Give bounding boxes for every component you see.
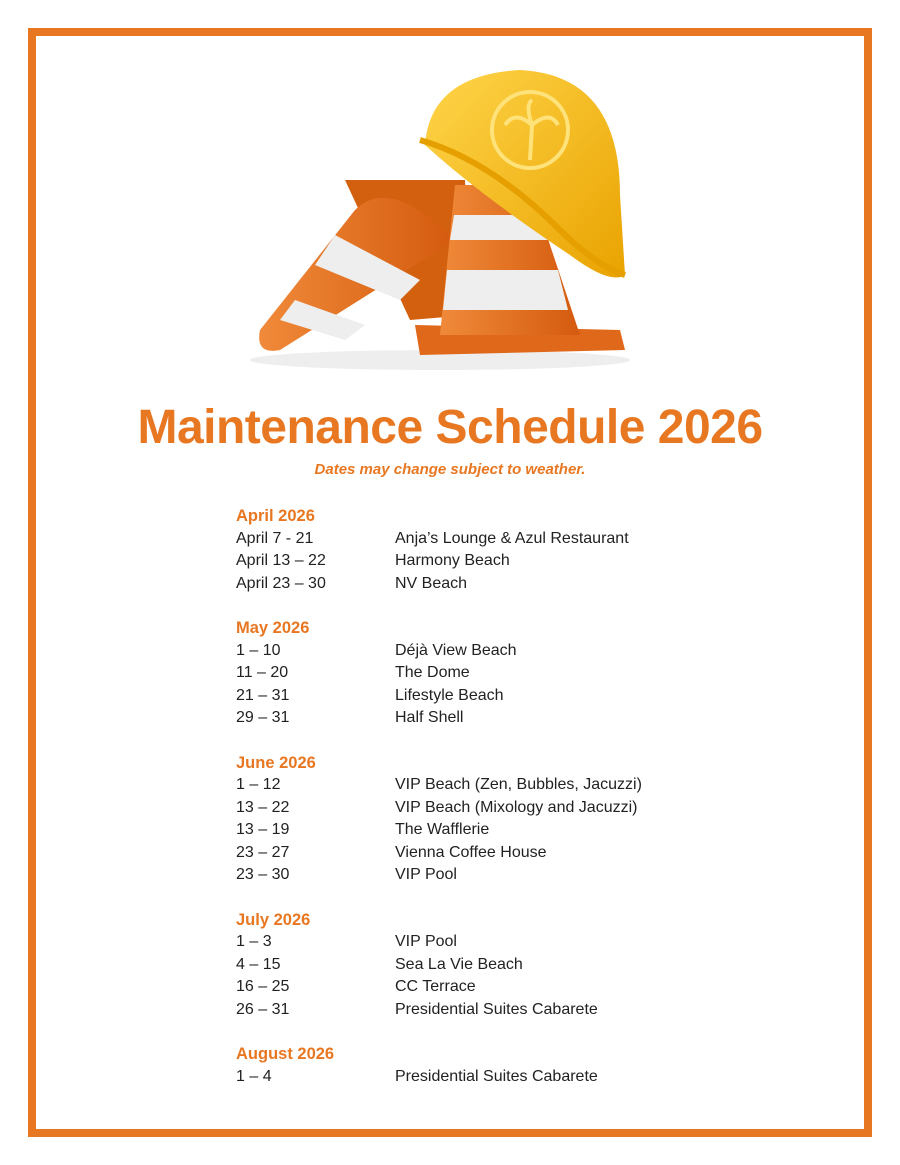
schedule-row: 1 – 10 Déjà View Beach xyxy=(236,640,736,663)
row-dates: 13 – 22 xyxy=(236,798,290,816)
row-dates: 21 – 31 xyxy=(236,686,290,704)
row-dates: 16 – 25 xyxy=(236,978,290,995)
schedule-row: April 13 – 22 Harmony Beach xyxy=(236,550,736,573)
row-dates: 13 – 19 xyxy=(236,821,290,838)
palm-tree-icon xyxy=(490,90,570,170)
schedule-row: 4 – 15 Sea La Vie Beach xyxy=(236,954,736,977)
row-dates: 23 – 30 xyxy=(236,866,290,883)
schedule-row: 23 – 27 Vienna Coffee House xyxy=(236,842,736,865)
row-venue: VIP Beach (Mixology and Jacuzzi) xyxy=(395,798,638,816)
schedule-row: 16 – 25 CC Terrace xyxy=(236,976,736,999)
row-dates: 1 – 4 xyxy=(236,1067,272,1085)
row-dates: 29 – 31 xyxy=(236,709,290,726)
row-dates: 26 – 31 xyxy=(236,1000,290,1018)
row-dates: 1 – 12 xyxy=(236,776,281,793)
row-venue: Anja’s Lounge & Azul Restaurant xyxy=(395,529,629,547)
row-venue: VIP Pool xyxy=(395,866,457,883)
schedule-row: 1 – 4 Presidential Suites Cabarete xyxy=(236,1066,736,1089)
schedule-section: August 2026 1 – 4 Presidential Suites Caba… xyxy=(236,1043,736,1088)
schedule-list: April 2026 April 7 - 21 Anja’s Lounge & Az… xyxy=(236,505,736,1110)
schedule-section: April 2026 April 7 - 21 Anja’s Lounge & Az… xyxy=(236,505,736,595)
row-venue: Sea La Vie Beach xyxy=(395,955,523,973)
row-venue: Lifestyle Beach xyxy=(395,686,504,704)
page-subtitle: Dates may change subject to weather. xyxy=(314,461,586,478)
schedule-row: 13 – 19 The Wafflerie xyxy=(236,819,736,842)
row-venue: NV Beach xyxy=(395,574,468,592)
traffic-cone-icon xyxy=(415,185,625,355)
row-venue: Harmony Beach xyxy=(395,552,510,569)
row-venue: The Wafflerie xyxy=(395,821,490,838)
page-title: Maintenance Schedule 2026 xyxy=(137,401,763,454)
schedule-row: 21 – 31 Lifestyle Beach xyxy=(236,685,736,708)
row-dates: 23 – 27 xyxy=(236,843,290,861)
schedule-row: 23 – 30 VIP Pool xyxy=(236,864,736,887)
schedule-row: 1 – 12 VIP Beach (Zen, Bubbles, Jacuzzi) xyxy=(236,774,736,797)
row-venue: Half Shell xyxy=(395,709,464,726)
schedule-section: June 2026 1 – 12 VIP Beach (Zen, Bubbles, … xyxy=(236,752,736,887)
page-border xyxy=(28,28,872,1137)
schedule-section: July 2026 1 – 3 VIP Pool 4 – 15 Sea La Vie B… xyxy=(236,909,736,1022)
row-dates: 1 – 3 xyxy=(236,933,272,950)
schedule-row: 13 – 22 VIP Beach (Mixology and Jacuzzi) xyxy=(236,797,736,820)
row-dates: 11 – 20 xyxy=(236,664,289,681)
schedule-row: 11 – 20 The Dome xyxy=(236,662,736,685)
section-heading: June 2026 xyxy=(236,753,316,772)
row-venue: CC Terrace xyxy=(395,978,476,995)
section-heading: August 2026 xyxy=(236,1045,335,1063)
traffic-cone-icon xyxy=(259,180,470,351)
row-venue: The Dome xyxy=(395,664,470,681)
hard-hat-icon xyxy=(419,70,626,278)
row-dates: April 23 – 30 xyxy=(236,574,326,592)
row-venue: VIP Beach (Zen, Bubbles, Jacuzzi) xyxy=(395,776,642,793)
row-venue: VIP Pool xyxy=(395,933,457,950)
section-heading: July 2026 xyxy=(236,910,311,929)
row-dates: April 7 - 21 xyxy=(236,529,314,547)
schedule-row: April 23 – 30 NV Beach xyxy=(236,573,736,596)
row-dates: 1 – 10 xyxy=(236,641,281,659)
row-venue: Déjà View Beach xyxy=(395,641,517,659)
row-dates: 4 – 15 xyxy=(236,955,281,973)
schedule-row: April 7 - 21 Anja’s Lounge & Azul Restaur… xyxy=(236,528,736,551)
schedule-section: May 2026 1 – 10 Déjà View Beach 11 – 20 The … xyxy=(236,617,736,730)
section-heading: April 2026 xyxy=(236,507,315,525)
row-venue: Presidential Suites Cabarete xyxy=(395,1000,598,1018)
row-venue: Vienna Coffee House xyxy=(395,843,547,861)
schedule-row: 29 – 31 Half Shell xyxy=(236,707,736,730)
schedule-row: 26 – 31 Presidential Suites Cabarete xyxy=(236,999,736,1022)
schedule-row: 1 – 3 VIP Pool xyxy=(236,931,736,954)
cones-and-hard-hat-illustration xyxy=(250,70,630,370)
section-heading: May 2026 xyxy=(236,619,310,637)
row-dates: April 13 – 22 xyxy=(236,552,326,569)
row-venue: Presidential Suites Cabarete xyxy=(395,1067,598,1085)
